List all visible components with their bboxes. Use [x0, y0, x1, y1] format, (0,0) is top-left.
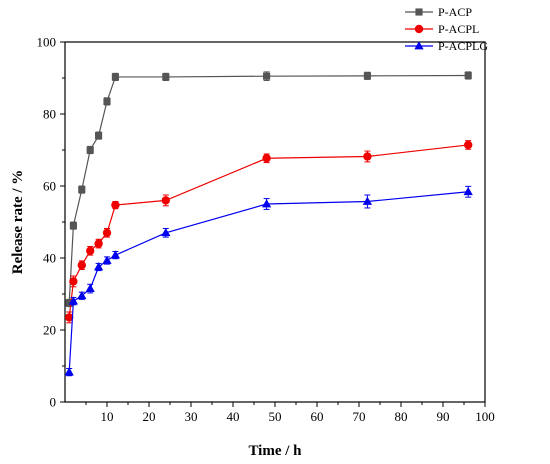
series-p-acplg — [64, 185, 473, 377]
x-tick-label: 60 — [311, 409, 324, 424]
data-point — [77, 290, 87, 300]
x-tick-label: 40 — [227, 409, 240, 424]
series-line — [68, 191, 469, 373]
data-point — [95, 132, 103, 140]
data-point — [463, 186, 473, 196]
x-tick-label: 10 — [101, 409, 114, 424]
legend-marker — [415, 8, 423, 16]
data-point — [69, 277, 78, 286]
data-point — [362, 196, 373, 205]
y-axis: 0 20 40 60 80 100 — [37, 35, 65, 410]
data-point — [161, 196, 170, 205]
data-point — [65, 313, 74, 322]
data-point — [363, 72, 371, 80]
y-tick-label: 60 — [43, 179, 56, 194]
series-line — [68, 144, 469, 318]
legend-item: P-ACPL — [405, 22, 479, 36]
data-point — [261, 199, 272, 208]
y-tick-label: 80 — [43, 107, 56, 122]
legend-item: P-ACP — [405, 5, 472, 19]
legend-item: P-ACPLG — [405, 39, 488, 53]
x-tick-label: 50 — [269, 409, 282, 424]
x-tick-label: 70 — [353, 409, 366, 424]
data-point — [161, 227, 171, 237]
data-point — [464, 140, 473, 150]
data-point — [363, 152, 372, 161]
data-point — [69, 222, 77, 230]
data-point — [102, 228, 112, 237]
y-tick-label: 20 — [43, 323, 56, 338]
data-point — [86, 246, 95, 255]
y-tick-label: 0 — [50, 395, 57, 410]
data-point — [93, 262, 104, 271]
series-p-acpl — [65, 140, 473, 324]
legend-label: P-ACPLG — [438, 39, 488, 53]
x-tick-label: 20 — [143, 409, 156, 424]
legend: P-ACP P-ACPL P-ACPLG — [405, 5, 488, 53]
data-point — [78, 186, 86, 194]
series-layer — [64, 71, 473, 377]
x-tick-label: 80 — [395, 409, 408, 424]
series-line — [68, 74, 469, 304]
data-point — [103, 97, 111, 105]
data-point — [162, 73, 170, 81]
data-point — [64, 367, 74, 376]
data-point — [94, 239, 103, 248]
x-axis: 10 20 30 40 50 60 70 80 90 100 — [85, 402, 495, 424]
data-point — [65, 299, 73, 307]
data-point — [77, 261, 87, 270]
x-tick-label: 30 — [185, 409, 198, 424]
x-tick-label: 100 — [475, 409, 495, 424]
data-point — [464, 71, 472, 80]
data-point — [111, 200, 120, 210]
x-tick-label: 90 — [437, 409, 450, 424]
data-point — [262, 154, 271, 163]
y-axis-title: Release rate / % — [10, 170, 26, 275]
data-point — [86, 146, 94, 154]
data-point — [110, 250, 121, 259]
legend-marker — [414, 41, 424, 50]
x-axis-title: Time / h — [248, 443, 302, 459]
series-p-acp — [65, 71, 472, 308]
data-point — [111, 73, 119, 81]
data-point — [85, 283, 95, 292]
legend-marker — [414, 24, 424, 34]
y-tick-label: 40 — [43, 251, 56, 266]
data-point — [263, 72, 271, 80]
y-tick-label: 100 — [37, 35, 57, 50]
legend-label: P-ACPL — [438, 22, 479, 36]
legend-label: P-ACP — [438, 5, 472, 19]
data-point — [68, 296, 79, 305]
data-point — [102, 255, 112, 264]
plot-frame — [64, 41, 486, 403]
